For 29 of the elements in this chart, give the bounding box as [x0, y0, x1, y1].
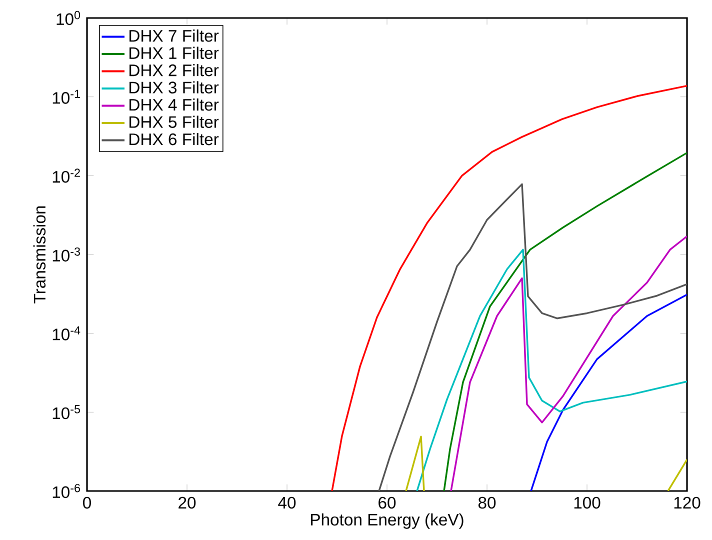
y-tick-label: 10$^{-2}$	[52, 168, 80, 183]
legend-label: DHX 3 Filter	[130, 81, 219, 94]
line-series	[443, 152, 688, 492]
line-series	[416, 248, 688, 492]
x-tick-label: 20	[178, 496, 196, 509]
y-tick-label: 10$^{-3}$	[52, 247, 80, 262]
legend-label: DHX 7 Filter	[130, 29, 219, 42]
y-tick-label: 10$^{-6}$	[52, 484, 80, 498]
x-tick-label: 0	[83, 496, 91, 509]
line-series	[530, 294, 688, 492]
x-tick-label: 120	[674, 496, 700, 509]
x-axis-title: Photon Energy (keV)	[311, 513, 464, 529]
legend-label: DHX 2 Filter	[130, 64, 219, 76]
x-tick-label: 100	[574, 496, 600, 509]
line-series	[450, 235, 688, 492]
y-tick-label: 10$^{-5}$	[52, 405, 80, 420]
x-tick-label: 40	[278, 496, 296, 509]
y-tick-label: 10$^{0}$	[56, 10, 80, 26]
legend-label: DHX 6 Filter	[130, 132, 219, 146]
y-axis-title: Transmission	[33, 206, 46, 304]
x-tick-label: 80	[478, 496, 496, 509]
line-series	[378, 183, 688, 492]
line-series	[331, 84, 688, 492]
legend-label: DHX 1 Filter	[130, 46, 219, 59]
y-tick-label: 10$^{-1}$	[52, 90, 80, 104]
y-tick-label: 10$^{-4}$	[52, 326, 80, 340]
x-tick-label: 60	[378, 496, 396, 509]
legend-label: DHX 4 Filter	[130, 98, 219, 111]
legend-label: DHX 5 Filter	[130, 116, 219, 128]
